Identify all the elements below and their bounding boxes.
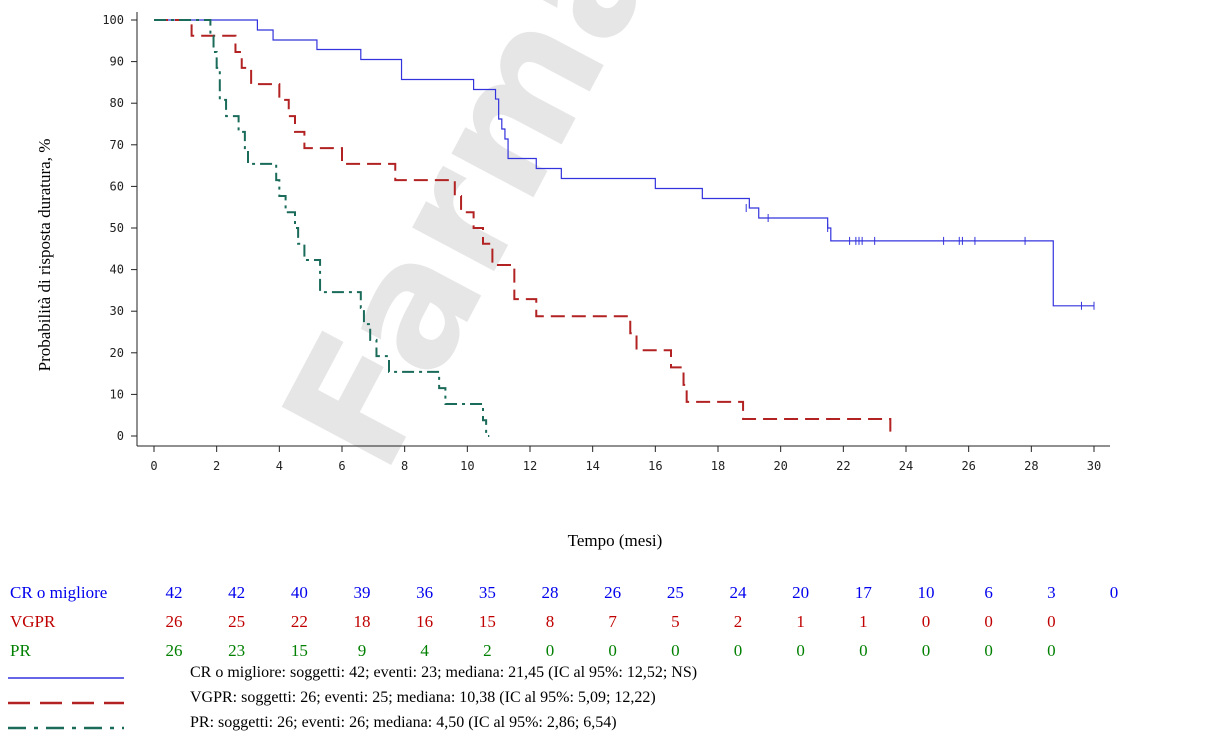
x-tick-label: 12 [523, 459, 537, 473]
y-tick-label: 100 [102, 13, 124, 27]
x-tick-label: 14 [585, 459, 599, 473]
risk-cell: 0 [671, 641, 680, 660]
y-tick-label: 10 [110, 387, 124, 401]
legend-entry: CR o migliore: soggetti: 42; eventi: 23;… [190, 664, 698, 681]
risk-cell: 40 [290, 583, 308, 602]
risk-cell: 2 [733, 612, 743, 631]
risk-cell: 1 [796, 612, 805, 631]
y-tick-label: 0 [117, 429, 124, 443]
y-tick-label: 30 [110, 304, 124, 318]
y-tick-label: 80 [110, 96, 124, 110]
risk-cell: 0 [1109, 583, 1119, 602]
risk-row-label: VGPR [10, 612, 56, 631]
y-tick-label: 70 [110, 138, 124, 152]
risk-cell: 42 [165, 583, 183, 602]
x-axis-label: Tempo (mesi) [568, 531, 663, 550]
risk-row-label: CR o migliore [10, 583, 108, 602]
risk-cell: 26 [165, 612, 183, 631]
y-tick-label: 50 [110, 221, 124, 235]
x-tick-label: 30 [1087, 459, 1101, 473]
curves [154, 19, 1095, 437]
risk-cell: 6 [984, 583, 993, 602]
risk-cell: 7 [608, 612, 617, 631]
x-tick-label: 26 [961, 459, 975, 473]
risk-cell: 39 [353, 583, 371, 602]
risk-cell: 0 [984, 612, 993, 631]
x-tick-label: 6 [338, 459, 345, 473]
risk-cell: 15 [290, 641, 308, 660]
risk-cell: 4 [420, 641, 429, 660]
legend-swatch [8, 701, 124, 705]
series-line [154, 19, 1094, 307]
series-line [154, 19, 490, 437]
risk-cell: 0 [796, 641, 805, 660]
x-tick-label: 2 [213, 459, 220, 473]
risk-cell: 25 [666, 583, 684, 602]
risk-cell: 0 [921, 612, 931, 631]
risk-cell: 1 [859, 612, 868, 631]
risk-cell: 18 [353, 612, 371, 631]
risk-cell: 20 [792, 583, 810, 602]
risk-cell: 0 [608, 641, 617, 660]
x-tick-label: 24 [899, 459, 913, 473]
x-tick-label: 8 [401, 459, 408, 473]
x-tick-label: 18 [711, 459, 725, 473]
y-tick-label: 90 [110, 55, 124, 69]
risk-cell: 26 [604, 583, 622, 602]
risk-cell: 10 [917, 583, 935, 602]
legend-entry: PR: soggetti: 26; eventi: 26; mediana: 4… [190, 714, 617, 731]
legend-swatch [8, 726, 124, 730]
risk-cell: 16 [416, 612, 434, 631]
x-tick-label: 0 [150, 459, 157, 473]
risk-cell: 0 [733, 641, 743, 660]
axes: 0 2 4 6 8 10 12 14 16 18 20 22 24 26 28 300102030405060… [102, 12, 1110, 473]
risk-cell: 5 [671, 612, 680, 631]
legend-swatch [8, 677, 124, 679]
risk-cell: 25 [228, 612, 246, 631]
y-tick-label: 20 [110, 346, 124, 360]
risk-cell: 0 [1047, 612, 1056, 631]
risk-cell: 9 [357, 641, 367, 660]
risk-cell: 0 [921, 641, 931, 660]
risk-cell: 28 [541, 583, 559, 602]
risk-cell: 24 [729, 583, 747, 602]
x-tick-label: 16 [648, 459, 662, 473]
y-tick-label: 40 [110, 263, 124, 277]
risk-cell: 0 [859, 641, 868, 660]
risk-cell: 3 [1047, 583, 1056, 602]
risk-cell: 15 [478, 612, 496, 631]
legend-entry: VGPR: soggetti: 26; eventi: 25; mediana:… [190, 689, 656, 706]
risk-cell: 23 [228, 641, 246, 660]
x-tick-label: 10 [460, 459, 474, 473]
series-line [154, 19, 892, 436]
x-tick-label: 22 [836, 459, 850, 473]
y-tick-label: 60 [110, 179, 124, 193]
risk-cell: 0 [545, 641, 555, 660]
risk-cell: 0 [1047, 641, 1056, 660]
risk-row-label: PR [10, 641, 31, 660]
y-axis-label: Probabilità di risposta duratura, % [35, 139, 54, 372]
risk-cell: 17 [854, 583, 872, 602]
x-tick-label: 4 [276, 459, 283, 473]
x-tick-label: 28 [1024, 459, 1038, 473]
risk-cell: 2 [483, 641, 492, 660]
risk-cell: 42 [228, 583, 246, 602]
risk-cell: 0 [984, 641, 993, 660]
risk-cell: 8 [545, 612, 555, 631]
risk-cell: 22 [290, 612, 308, 631]
risk-cell: 26 [165, 641, 183, 660]
x-tick-label: 20 [773, 459, 787, 473]
risk-cell: 35 [478, 583, 496, 602]
risk-cell: 36 [416, 583, 434, 602]
